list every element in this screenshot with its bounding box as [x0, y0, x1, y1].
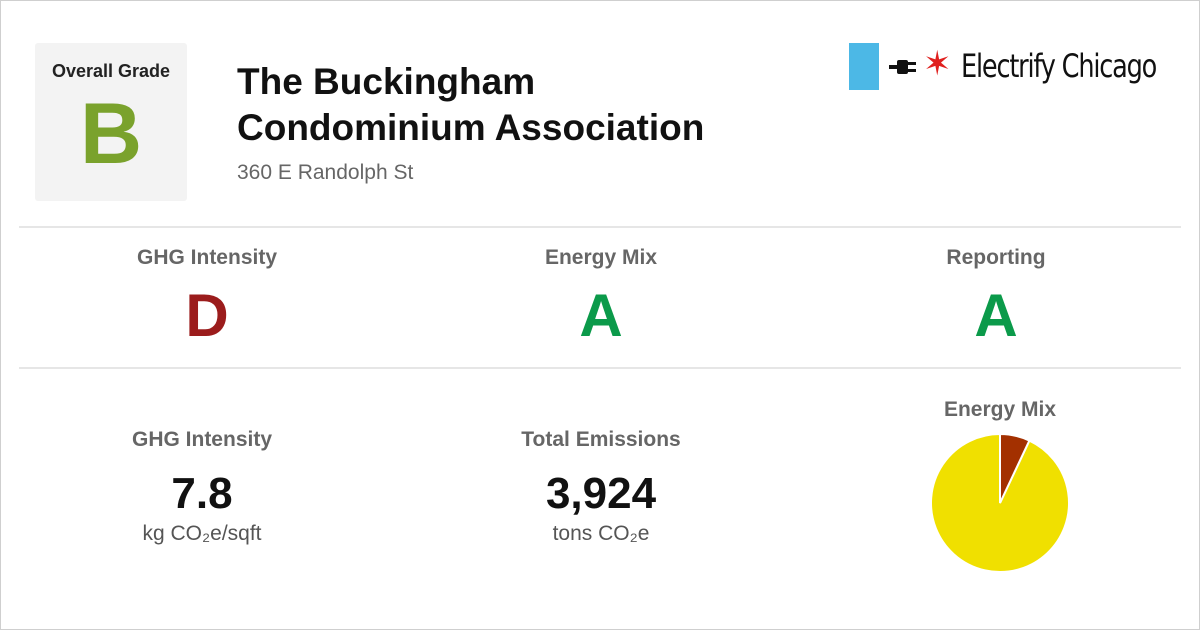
electrify-chicago-logo[interactable]: ✶ Electrify Chicago: [849, 41, 1179, 93]
metric-value: 3,924: [545, 469, 657, 518]
metric-label: Total Emissions: [521, 428, 681, 451]
building-name-line1: The Buckingham: [237, 61, 536, 102]
metric-total-emissions: Total Emissions 3,924 tons CO₂e: [421, 428, 781, 546]
overall-grade-box: Overall Grade B: [35, 43, 187, 201]
grade-letter: A: [974, 282, 1018, 349]
building-name: The Buckingham Condominium Association: [237, 59, 704, 151]
overall-grade-label: Overall Grade: [51, 61, 171, 81]
metric-unit: kg CO₂e/sqft: [142, 522, 262, 545]
overall-grade-letter: B: [79, 86, 143, 182]
grade-letter: D: [185, 282, 229, 349]
grade-label: GHG Intensity: [136, 246, 278, 269]
plug-icon: [889, 60, 916, 74]
grade-energy-mix: Energy Mix A: [421, 246, 781, 346]
chart-title: Energy Mix: [943, 398, 1057, 421]
metric-value: 7.8: [171, 469, 233, 518]
energy-mix-pie: [930, 432, 1070, 573]
grade-ghg-intensity: GHG Intensity D: [27, 246, 387, 346]
metric-label: GHG Intensity: [131, 428, 273, 451]
logo-text: Electrify Chicago: [961, 47, 1157, 85]
building-name-line2: Condominium Association: [237, 107, 705, 148]
metric-unit: tons CO₂e: [552, 522, 650, 545]
divider-top: [19, 226, 1181, 228]
grade-label: Energy Mix: [544, 246, 658, 269]
logo-blue-bar: [849, 43, 879, 90]
divider-bottom: [19, 367, 1181, 369]
energy-mix-chart: Energy Mix: [820, 398, 1180, 583]
grade-letter: A: [579, 282, 623, 349]
grade-label: Reporting: [946, 246, 1046, 269]
pie-slice: [999, 432, 1031, 504]
grade-reporting: Reporting A: [816, 246, 1176, 346]
metric-ghg-intensity: GHG Intensity 7.8 kg CO₂e/sqft: [22, 428, 382, 546]
building-address: 360 E Randolph St: [237, 161, 414, 184]
star-icon: ✶: [923, 45, 952, 83]
